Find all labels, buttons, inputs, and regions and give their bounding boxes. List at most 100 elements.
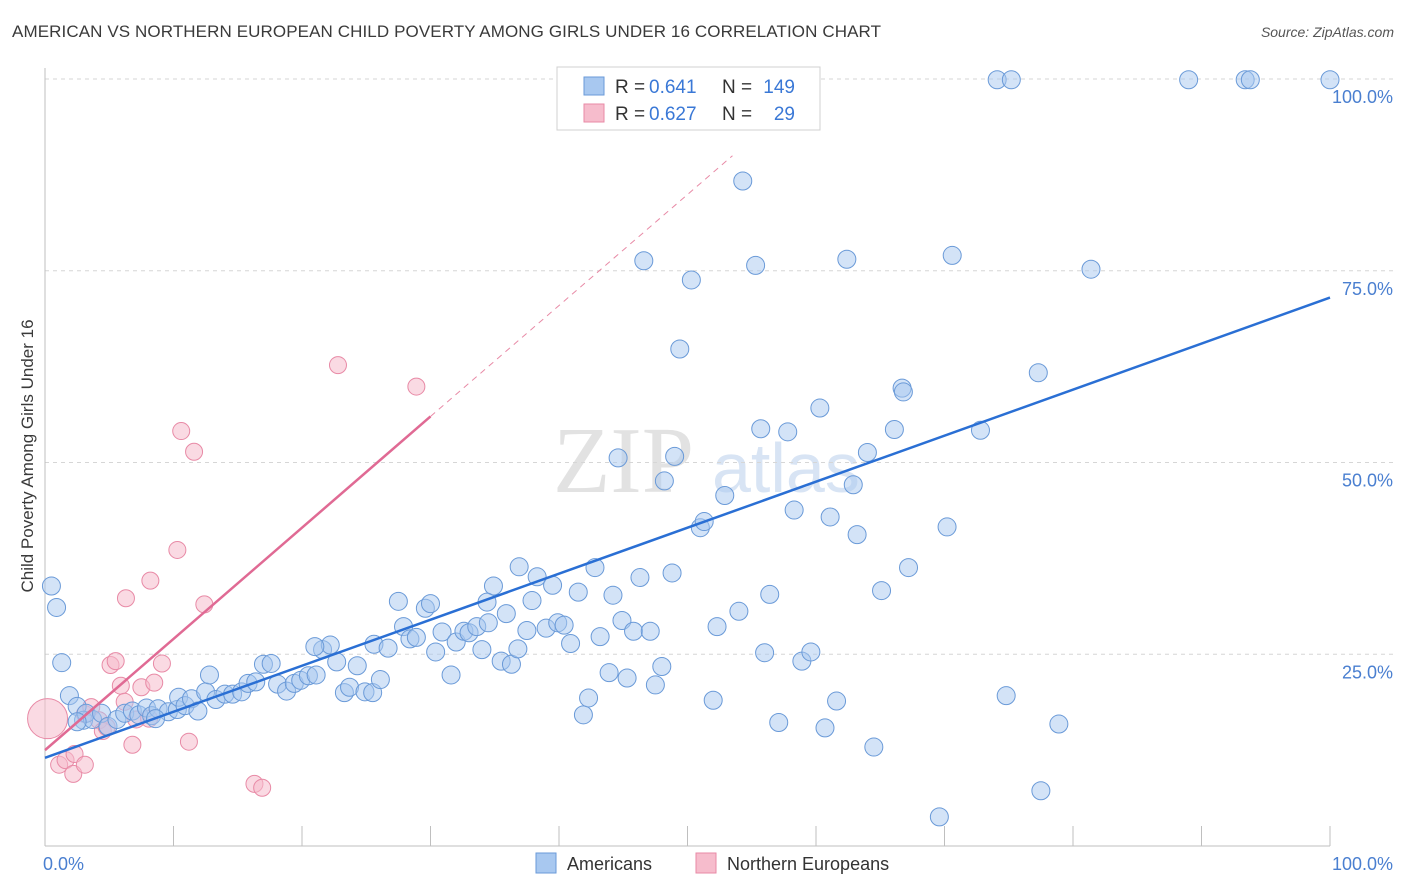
americans-point bbox=[624, 621, 644, 641]
bottom-legend-northern-europeans: Northern Europeans bbox=[727, 854, 889, 874]
y-tick-label-0: 25.0% bbox=[1342, 662, 1393, 682]
legend-r-value-2: 0.627 bbox=[649, 104, 697, 125]
northern-europeans-point bbox=[27, 698, 69, 740]
americans-point bbox=[681, 270, 701, 290]
legend-r-label-2: R = bbox=[615, 104, 645, 125]
americans-point bbox=[760, 584, 780, 604]
americans-point bbox=[893, 382, 913, 402]
x-tick-labels: 0.0% 100.0% bbox=[43, 854, 1393, 874]
americans-point bbox=[1049, 714, 1069, 734]
northern-europeans-point bbox=[168, 540, 187, 559]
americans-point bbox=[864, 737, 884, 757]
americans-point bbox=[755, 643, 775, 663]
americans-point bbox=[872, 581, 892, 601]
northern-europeans-point bbox=[172, 422, 191, 441]
americans-point bbox=[579, 688, 599, 708]
y-tick-label-1: 50.0% bbox=[1342, 471, 1393, 491]
americans-point bbox=[937, 517, 957, 537]
americans-point bbox=[810, 398, 830, 418]
americans-point bbox=[554, 615, 574, 635]
americans-point bbox=[1001, 70, 1021, 90]
americans-point bbox=[617, 668, 637, 688]
x-tick-label-0: 0.0% bbox=[43, 854, 84, 874]
legend-swatch-northern-europeans bbox=[583, 103, 605, 123]
legend-swatch-americans bbox=[583, 76, 605, 96]
americans-trendline bbox=[44, 296, 1331, 759]
northern-europeans-point bbox=[75, 755, 94, 774]
americans-point bbox=[305, 637, 325, 657]
northern-europeans-point bbox=[152, 654, 171, 673]
americans-point bbox=[1179, 70, 1199, 90]
americans-point bbox=[837, 249, 857, 269]
americans-point bbox=[517, 620, 537, 640]
americans-point bbox=[899, 558, 919, 578]
americans-point bbox=[996, 686, 1016, 706]
bottom-legend-americans: Americans bbox=[567, 854, 652, 874]
americans-point bbox=[778, 422, 798, 442]
northern-europeans-point bbox=[195, 595, 214, 614]
americans-point bbox=[1240, 70, 1260, 90]
americans-point bbox=[370, 670, 390, 690]
americans-point bbox=[970, 420, 990, 440]
americans-point bbox=[561, 634, 581, 654]
americans-point bbox=[1028, 363, 1048, 383]
americans-point bbox=[568, 582, 588, 602]
americans-point bbox=[884, 420, 904, 440]
americans-point bbox=[527, 567, 547, 587]
americans-point bbox=[652, 657, 672, 677]
northern-europeans-point bbox=[328, 356, 347, 375]
northern-europeans-point bbox=[185, 442, 204, 461]
americans-point bbox=[472, 640, 492, 660]
americans-point bbox=[261, 653, 281, 673]
americans-point bbox=[378, 638, 398, 658]
americans-point bbox=[827, 691, 847, 711]
legend-n-label-2: N = bbox=[722, 104, 752, 125]
americans-point bbox=[509, 557, 529, 577]
bottom-legend-swatch-americans bbox=[535, 852, 557, 874]
americans-point bbox=[1081, 259, 1101, 279]
americans-point bbox=[847, 525, 867, 545]
grid-lines bbox=[45, 78, 1395, 655]
americans-point bbox=[665, 446, 685, 466]
americans-point bbox=[306, 665, 326, 685]
americans-point bbox=[508, 639, 528, 659]
americans-point bbox=[820, 507, 840, 527]
bottom-legend-swatch-northern-europeans bbox=[695, 852, 717, 874]
americans-point bbox=[608, 448, 628, 468]
americans-point bbox=[522, 591, 542, 611]
americans-point bbox=[52, 653, 72, 673]
northern-europeans-point bbox=[123, 735, 142, 754]
americans-point bbox=[406, 627, 426, 647]
northern-europeans-point bbox=[145, 673, 164, 692]
americans-point bbox=[478, 613, 498, 633]
legend-n-label-1: N = bbox=[722, 77, 752, 98]
americans-point bbox=[729, 601, 749, 621]
americans-point bbox=[733, 171, 753, 191]
series-legend: Americans Northern Europeans bbox=[535, 852, 889, 874]
legend-r-value-1: 0.641 bbox=[649, 77, 697, 98]
americans-point bbox=[441, 665, 461, 685]
americans-point bbox=[599, 663, 619, 683]
americans-point bbox=[388, 591, 408, 611]
americans-point bbox=[1031, 781, 1051, 801]
americans-point bbox=[746, 255, 766, 275]
americans-point bbox=[662, 563, 682, 583]
americans-point bbox=[784, 500, 804, 520]
americans-point bbox=[41, 576, 61, 596]
americans-point bbox=[573, 705, 593, 725]
americans-point bbox=[590, 627, 610, 647]
northern-europeans-point bbox=[141, 571, 160, 590]
americans-point bbox=[857, 443, 877, 463]
y-axis-title: Child Poverty Among Girls Under 16 bbox=[18, 319, 37, 592]
legend-r-label-1: R = bbox=[615, 77, 645, 98]
americans-point bbox=[426, 642, 446, 662]
americans-point bbox=[801, 642, 821, 662]
americans-point bbox=[421, 594, 440, 614]
americans-point bbox=[640, 621, 660, 641]
americans-point bbox=[815, 718, 835, 738]
northern-europeans-point bbox=[407, 377, 426, 396]
americans-point bbox=[769, 713, 789, 733]
northern-europeans-point bbox=[106, 652, 125, 671]
americans-point bbox=[199, 665, 219, 685]
